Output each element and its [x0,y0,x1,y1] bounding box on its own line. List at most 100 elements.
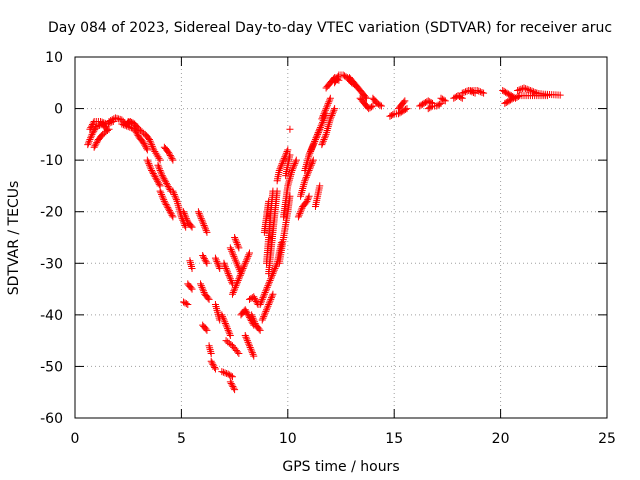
data-point [329,108,337,116]
data-point [200,221,208,229]
data-point [158,170,166,178]
data-point [321,132,329,140]
data-point [321,108,329,116]
data-point [324,123,332,131]
data-point [165,148,173,156]
data-point [234,276,242,284]
data-point [245,251,253,259]
data-point [208,359,216,367]
data-point [103,126,111,134]
data-point [320,136,328,144]
data-point [158,172,166,180]
y-tick-label: -40 [40,308,63,324]
data-point [331,79,339,87]
data-point [202,225,210,233]
data-point [267,295,275,303]
data-point [160,175,168,183]
data-point [316,182,324,190]
data-point [188,264,196,272]
data-point [502,88,510,96]
data-point [363,94,371,102]
data-point [89,129,97,137]
data-point [530,88,538,96]
data-point [115,115,123,123]
data-point [87,134,95,142]
data-point [251,319,259,327]
data-point [155,165,163,173]
y-tick-labels: -60 -50 -40 -30 -20 -10 0 10 [40,50,63,427]
data-point [304,170,312,178]
data-point [188,285,196,293]
data-point [222,321,230,329]
data-point [154,177,162,185]
data-point [155,154,163,162]
data-point [172,194,180,202]
data-point [341,72,349,80]
data-point [187,261,195,269]
data-point [256,301,264,309]
data-point [226,371,234,379]
data-point [265,278,273,286]
data-point [207,350,215,358]
data-point [160,196,168,204]
data-point [121,121,129,129]
data-point [399,107,407,115]
data-point [318,115,326,123]
data-point [188,263,196,271]
x-tick-labels: 0 5 10 15 20 25 [71,431,616,447]
data-point [325,98,333,106]
data-point [199,252,207,260]
data-point [458,89,466,97]
data-point [181,221,189,229]
data-point [302,173,310,181]
data-point [250,316,258,324]
data-point [142,143,150,151]
data-point [297,192,305,200]
data-point [250,352,258,360]
data-point [417,101,425,109]
grid-lines [75,57,607,418]
data-point [91,126,99,134]
data-point [170,191,178,199]
data-point [236,273,244,281]
data-point [302,199,310,207]
data-point [148,166,156,174]
data-point [226,244,234,252]
data-point [86,125,94,133]
data-point [206,346,214,354]
data-point [245,312,253,320]
data-point [426,104,434,112]
data-point [165,207,173,215]
data-point [328,110,336,118]
data-point [460,88,468,96]
data-point [199,287,207,295]
data-point [266,297,274,305]
data-point [309,142,317,150]
data-point [212,256,220,264]
x-tick-label: 15 [385,431,403,447]
data-point [262,287,270,295]
data-point [503,89,511,97]
data-point [229,289,237,297]
data-point [233,280,241,288]
data-point [324,99,332,107]
data-point [303,172,311,180]
data-point [298,204,306,212]
data-point [245,340,253,348]
data-point [206,344,214,352]
data-point [84,139,92,147]
y-tick-label: -60 [40,411,63,427]
data-point [168,211,176,219]
data-point [214,261,222,269]
data-point [92,140,100,148]
y-axis-label: SDTVAR / TECUs [6,181,22,296]
data-point [144,134,152,142]
data-point [223,370,231,378]
data-point [230,384,238,392]
data-point [324,101,332,109]
data-point [209,360,217,368]
data-point [234,242,242,250]
data-point [276,165,284,173]
data-point [260,313,268,321]
data-point [90,143,98,151]
